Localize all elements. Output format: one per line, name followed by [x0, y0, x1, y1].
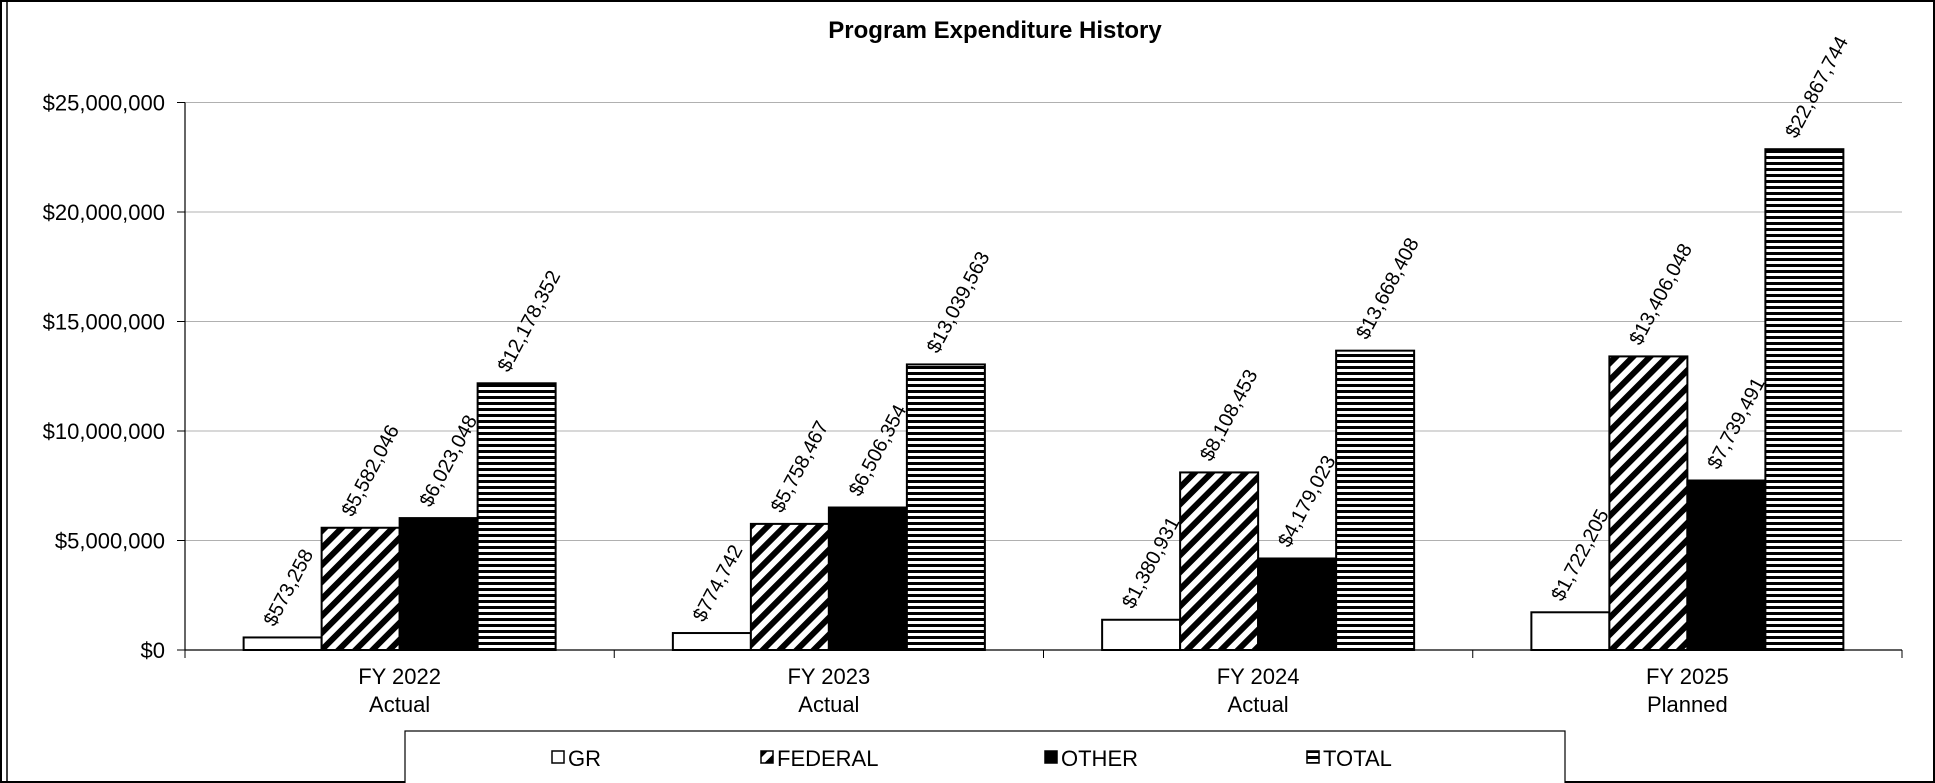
- data-label: $6,023,048: [416, 412, 482, 511]
- legend-swatch: [1306, 750, 1320, 764]
- data-label: $13,668,408: [1352, 234, 1424, 343]
- data-label: $7,739,491: [1703, 374, 1769, 473]
- legend-box: [404, 730, 1566, 783]
- legend-swatch: [551, 750, 565, 764]
- chart-title: Program Expenditure History: [828, 17, 1162, 44]
- data-label: $6,506,354: [845, 401, 911, 500]
- bar: [320, 526, 401, 651]
- y-tick-label: $5,000,000: [55, 529, 165, 554]
- y-tick-label: $10,000,000: [43, 419, 165, 444]
- legend-label: GR: [568, 746, 601, 771]
- x-tick-label: Actual: [798, 692, 859, 717]
- bar: [1530, 611, 1611, 651]
- y-tick-label: $20,000,000: [43, 200, 165, 225]
- x-tick-label: FY 2024: [1217, 664, 1300, 689]
- x-tick-label: Planned: [1647, 692, 1728, 717]
- bar: [398, 517, 479, 652]
- legend-label: FEDERAL: [777, 746, 878, 771]
- data-label: $13,406,048: [1625, 240, 1697, 349]
- bar: [242, 636, 323, 652]
- x-tick-label: Actual: [369, 692, 430, 717]
- data-label: $22,867,744: [1781, 33, 1853, 142]
- data-label: $573,258: [260, 546, 319, 630]
- x-tick-label: FY 2023: [787, 664, 870, 689]
- bar: [1335, 349, 1416, 651]
- legend-label: OTHER: [1061, 746, 1138, 771]
- bar: [1257, 557, 1338, 651]
- x-tick-label: FY 2025: [1646, 664, 1729, 689]
- x-tick-label: FY 2022: [358, 664, 441, 689]
- data-label: $8,108,453: [1196, 366, 1262, 465]
- bar: [827, 506, 908, 651]
- y-tick-label: $25,000,000: [43, 91, 165, 116]
- bar: [1179, 471, 1260, 651]
- bar: [671, 632, 752, 651]
- bar: [1764, 148, 1845, 651]
- legend-swatch: [1044, 750, 1058, 764]
- bar: [905, 363, 986, 651]
- bar: [476, 382, 557, 651]
- y-tick-label: $15,000,000: [43, 310, 165, 335]
- data-label: $4,179,023: [1274, 452, 1340, 551]
- y-tick-label: $0: [141, 638, 165, 663]
- data-label: $774,742: [689, 541, 748, 625]
- data-label: $1,380,931: [1118, 513, 1184, 612]
- data-label: $5,758,467: [767, 418, 833, 517]
- data-label: $5,582,046: [338, 421, 404, 520]
- bar: [1101, 618, 1182, 652]
- bar: [1608, 355, 1689, 651]
- legend-swatch: [760, 750, 774, 764]
- data-label: $1,722,205: [1547, 506, 1613, 605]
- legend-label: TOTAL: [1323, 746, 1392, 771]
- x-tick-label: Actual: [1228, 692, 1289, 717]
- data-label: $13,039,563: [923, 248, 995, 357]
- bar: [749, 522, 830, 652]
- bar: [1686, 479, 1767, 652]
